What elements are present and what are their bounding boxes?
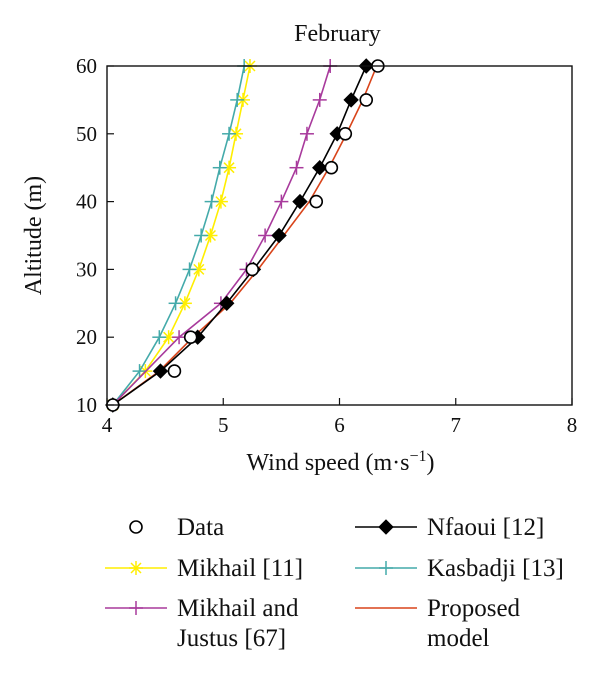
point-kasbadji-13-1 [132, 364, 147, 379]
point-nfaoui-12-3 [219, 295, 235, 312]
y-tick-label-4: 50 [76, 122, 97, 146]
legend-item-mikhail-and-justus-67: Mikhail and Justus [67] [105, 595, 299, 652]
y-tick-label-3: 40 [76, 190, 97, 214]
point-mikhail-and-justus-67-4 [258, 228, 273, 243]
point-kasbadji-13-9 [230, 92, 245, 107]
legend-item-mikhail-11: Mikhail [11] [105, 555, 303, 582]
point-kasbadji-13-4 [182, 262, 197, 277]
x-axis-title: Wind speed (m·s−1) [246, 448, 434, 476]
x-tick-label-0: 4 [102, 413, 113, 437]
legend-item-kasbadji-13: Kasbadji [13] [355, 555, 564, 582]
y-tick-label-0: 10 [76, 393, 97, 417]
point-data-7 [359, 93, 374, 107]
x-tick-label-4: 8 [567, 413, 578, 437]
legend-marker-nfaoui-12 [378, 519, 394, 535]
point-nfaoui-12-1 [152, 363, 169, 379]
x-tick-label-2: 6 [334, 413, 345, 437]
legend-item-data: Data [129, 514, 224, 541]
point-kasbadji-13-7 [212, 160, 227, 175]
series-line-mikhail-11 [112, 65, 251, 406]
point-mikhail-and-justus-67-8 [312, 92, 327, 107]
point-kasbadji-13-6 [204, 194, 219, 209]
point-kasbadji-13-5 [194, 228, 209, 243]
y-axis-title: Altitude (m) [21, 176, 47, 295]
point-nfaoui-12-9 [343, 92, 359, 108]
point-data-3 [245, 262, 260, 277]
x-tick-label-1: 5 [218, 413, 229, 437]
legend-marker-kasbadji-13 [379, 561, 393, 575]
point-mikhail-and-justus-67-6 [289, 160, 304, 175]
chart-title: February [294, 21, 381, 47]
series-line-proposed-model [112, 65, 378, 406]
legend-label-data: Data [177, 514, 224, 541]
point-data-5 [324, 160, 339, 175]
point-data-2 [183, 330, 198, 345]
point-mikhail-and-justus-67-5 [274, 194, 289, 209]
point-nfaoui-12-7 [312, 159, 328, 176]
point-data-1 [167, 364, 182, 378]
point-kasbadji-13-2 [152, 330, 167, 345]
series-line-mikhail-and-justus-67 [112, 65, 331, 406]
legend-marker-mikhail-11 [129, 561, 143, 575]
legend-label-mikhail-11: Mikhail [11] [177, 555, 303, 582]
point-mikhail-and-justus-67-1 [172, 330, 187, 345]
y-tick-label-1: 20 [76, 325, 97, 349]
y-tick-label-5: 60 [76, 54, 97, 78]
legend-marker-mikhail-and-justus-67 [129, 601, 143, 615]
x-tick-label-3: 7 [451, 413, 462, 437]
legend-item-proposed-model: Proposed model [355, 595, 521, 652]
legend-label-kasbadji-13: Kasbadji [13] [427, 555, 564, 582]
point-kasbadji-13-8 [222, 126, 237, 141]
point-kasbadji-13-3 [168, 296, 183, 311]
legend-label-proposed-model: Proposed model [427, 595, 521, 652]
y-tick-label-2: 30 [76, 257, 97, 281]
legend-marker-data [129, 520, 143, 534]
legend-item-nfaoui-12: Nfaoui [12] [355, 514, 544, 541]
legend-label-nfaoui-12: Nfaoui [12] [427, 514, 544, 541]
point-mikhail-and-justus-67-7 [299, 126, 314, 141]
point-data-4 [309, 194, 324, 209]
point-nfaoui-12-5 [271, 227, 287, 244]
point-data-6 [338, 127, 353, 141]
legend-label-mikhail-and-justus-67: Mikhail and Justus [67] [177, 595, 299, 652]
point-nfaoui-12-6 [292, 193, 308, 210]
